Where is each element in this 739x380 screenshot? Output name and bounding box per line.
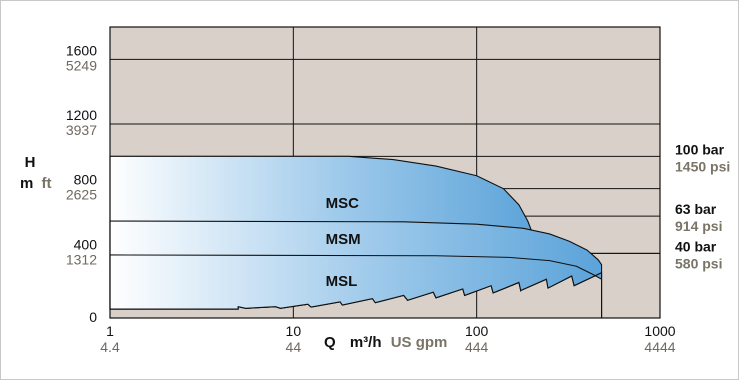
plot-border: [109, 26, 661, 319]
x-axis-q: Q: [324, 334, 336, 351]
y-axis-unit: m ft: [20, 175, 52, 192]
x-tick-label-1000: 1000: [644, 323, 675, 339]
y-tick-sublabel-1312: 1312: [66, 251, 97, 267]
area-msl: [109, 254, 603, 318]
y-axis-unit-imperial: ft: [42, 175, 52, 192]
x-tick-sublabel-4444: 4444: [644, 339, 675, 355]
x-tick-label-10: 10: [286, 323, 302, 339]
series-label-msl: MSL: [326, 273, 358, 290]
y-tick-label-1600: 1600: [66, 42, 97, 58]
y-tick-label-0: 0: [89, 309, 97, 325]
y-axis-title: H: [25, 154, 36, 171]
y-tick-sublabel-3937: 3937: [66, 122, 97, 138]
x-axis-unit-metric: m³/h: [350, 334, 382, 351]
y-tick-label-400: 400: [74, 236, 98, 252]
y-tick-label-1200: 1200: [66, 107, 97, 123]
series-label-msc: MSC: [326, 195, 360, 212]
y-tick-label-800: 800: [74, 172, 98, 188]
pressure-sublabel-1450-psi: 1450 psi: [675, 158, 730, 174]
y-tick-sublabel-5249: 5249: [66, 57, 97, 73]
x-axis-unit-imperial: US gpm: [391, 334, 448, 351]
pressure-sublabel-580-psi: 580 psi: [675, 255, 722, 271]
pressure-label-63-bar: 63 bar: [675, 201, 717, 217]
x-tick-sublabel-444: 444: [465, 339, 489, 355]
x-tick-sublabel-4.4: 4.4: [100, 339, 120, 355]
y-tick-sublabel-2625: 2625: [66, 187, 97, 203]
x-tick-sublabel-44: 44: [286, 339, 302, 355]
pressure-label-100-bar: 100 bar: [675, 141, 725, 157]
pressure-sublabel-914-psi: 914 psi: [675, 218, 722, 234]
x-axis-title: Q m³/h US gpm: [324, 334, 447, 351]
y-axis-unit-metric: m: [20, 175, 33, 192]
series-label-msm: MSM: [326, 231, 361, 248]
x-tick-label-100: 100: [465, 323, 489, 339]
pressure-label-40-bar: 40 bar: [675, 238, 717, 254]
x-tick-label-1: 1: [106, 323, 114, 339]
